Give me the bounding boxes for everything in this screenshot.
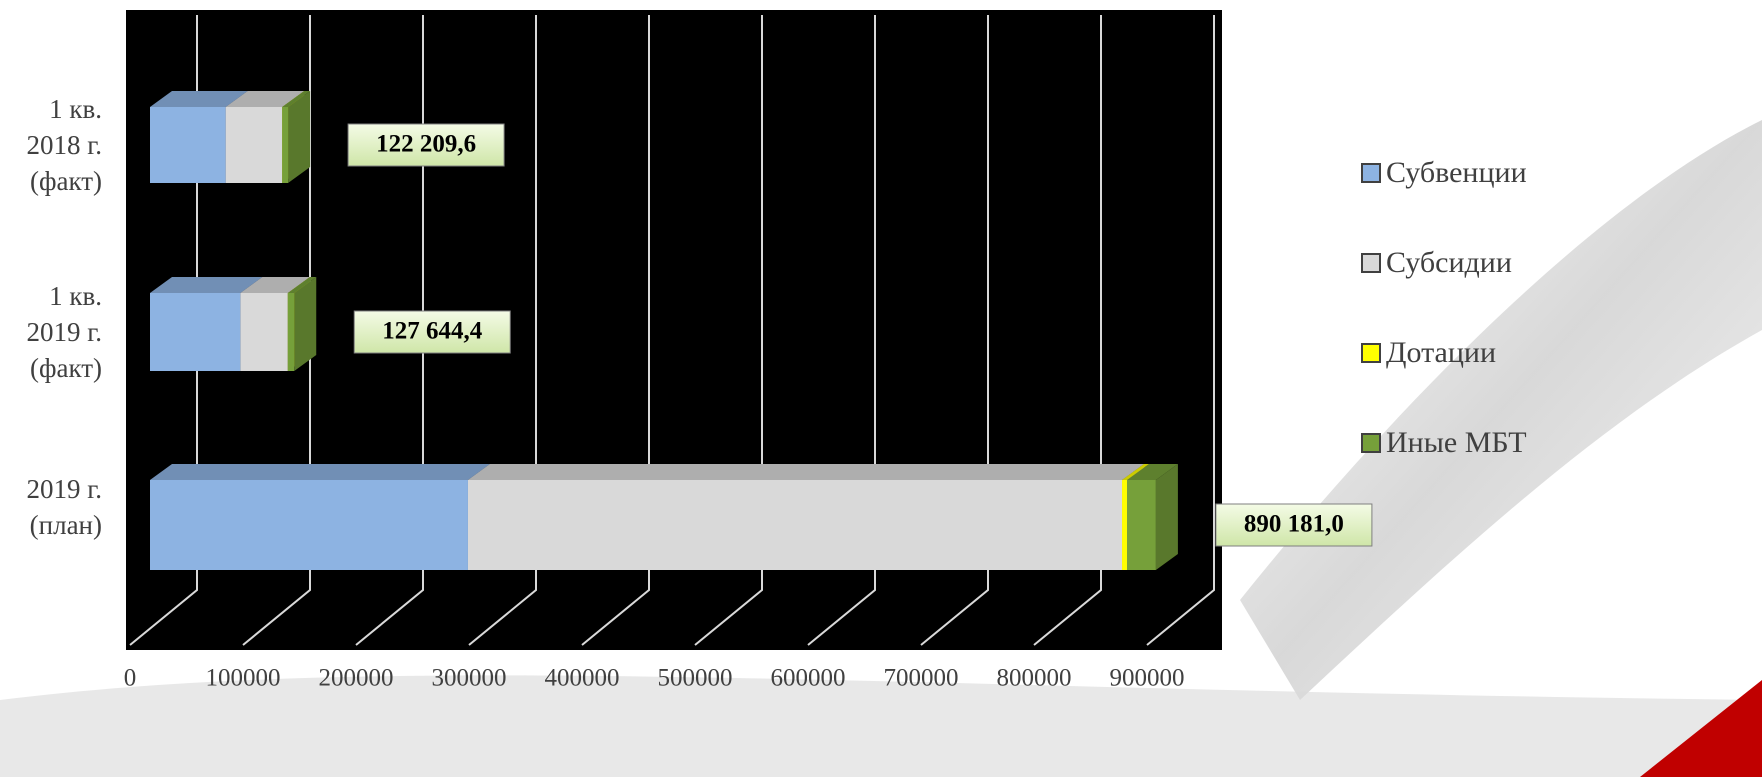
legend-label: Иные МБТ [1386,426,1527,459]
background-floor [0,675,1762,777]
grid-line [355,15,424,646]
total-label: 127 644,4 [353,310,511,354]
x-tick-label: 0 [124,665,137,692]
bar-segment [1126,464,1178,570]
bar-top [150,277,263,293]
bar-segment [282,91,311,183]
grid-line [807,15,876,646]
bar-top [225,91,305,107]
total-label-text: 127 644,4 [382,318,483,345]
x-tick-label: 200000 [319,665,394,692]
bar-top [240,277,310,293]
grid-line [581,15,650,646]
category-label: 1 кв. 2018 г. (факт) [26,94,102,196]
bar-side [294,277,317,371]
bar-front [225,107,283,183]
bar-side [1155,464,1178,570]
x-tick-label: 300000 [432,665,507,692]
total-label-box [353,310,511,354]
x-tick-label: 900000 [1110,665,1185,692]
total-label: 890 181,0 [1215,503,1373,547]
grid-line [920,15,989,646]
bar-front [287,293,295,371]
bar-segment [467,464,1145,570]
bar-front [150,293,241,371]
grid-line [1033,15,1102,646]
legend-label: Субсидии [1386,246,1512,279]
bar-side [288,91,311,183]
category-label: 1 кв. 2019 г. (факт) [26,281,102,383]
bar-segment [287,277,317,371]
legend-label: Субвенции [1386,156,1527,189]
x-tick-label: 400000 [545,665,620,692]
grid-line [694,15,763,646]
x-tick-label: 700000 [884,665,959,692]
bar-top [282,91,311,107]
bar-top [150,464,490,480]
total-label-text: 890 181,0 [1244,511,1344,538]
total-label-box [1215,503,1373,547]
total-label: 122 209,6 [347,123,505,167]
x-tick-label: 100000 [206,665,281,692]
bar-front [240,293,288,371]
legend-swatch [1361,163,1381,183]
legend-swatch [1361,433,1381,453]
x-tick-label: 800000 [997,665,1072,692]
bar-front [1126,480,1156,570]
background-swoosh [1240,120,1762,700]
legend-swatch [1361,343,1381,363]
grid-line [242,15,311,646]
bar-front [150,480,468,570]
bar-front [150,107,226,183]
legend-label: Дотации [1386,336,1496,369]
total-label-box [347,123,505,167]
x-tick-label: 500000 [658,665,733,692]
bar-front [467,480,1123,570]
background-accent [1640,680,1762,777]
x-tick-label: 600000 [771,665,846,692]
bar-top [150,91,248,107]
legend-swatch [1361,253,1381,273]
bar-top [1122,464,1149,480]
bar-front [282,107,289,183]
grid-line [1146,15,1215,646]
grid-line [468,15,537,646]
bar-front [1122,480,1127,570]
bar-segment [150,464,490,570]
bar-top [1126,464,1178,480]
total-label-text: 122 209,6 [376,131,476,158]
category-label: 2019 г. (план) [26,474,102,540]
bar-top [467,464,1145,480]
grid-line [129,15,198,646]
bar-top [287,277,317,293]
